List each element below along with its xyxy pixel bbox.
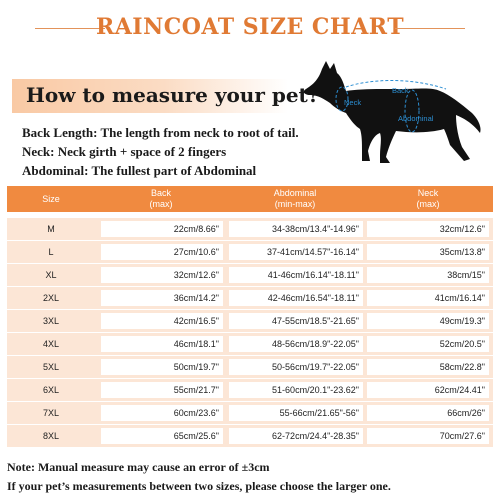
table-row: 6XL 55cm/21.7" 51-60cm/20.1"-23.62" 62cm… [7,379,493,401]
title-rule-left [35,28,105,29]
table-row: 4XL 46cm/18.1" 48-56cm/18.9"-22.05" 52cm… [7,333,493,355]
table-header-row: Size Back (max) Abdominal (min-max) Neck… [7,186,493,212]
title-rule-right [395,28,465,29]
table-row: M 22cm/8.66" 34-38cm/13.4"-14.96" 32cm/1… [7,218,493,240]
cell-back: 32cm/12.6" [101,267,223,283]
cell-size: 3XL [42,316,59,326]
header-back-title: Back [150,188,171,198]
cell-abdominal: 51-60cm/20.1"-23.62" [229,382,363,398]
table-row: 7XL 60cm/23.6" 55-66cm/21.65"-56" 66cm/2… [7,402,493,424]
cell-neck: 41cm/16.14" [367,290,489,306]
how-to-banner [12,79,288,113]
cell-size: 4XL [42,339,59,349]
cell-neck: 49cm/19.3" [367,313,489,329]
cell-size: 8XL [42,431,59,441]
header-abdominal: Abdominal (min-max) [229,188,361,214]
table-row: 8XL 65cm/25.6" 62-72cm/24.4"-28.35" 70cm… [7,425,493,447]
cell-abdominal: 55-66cm/21.65"-56" [229,405,363,421]
table-row: 2XL 36cm/14.2" 42-46cm/16.54"-18.11" 41c… [7,287,493,309]
cell-back: 55cm/21.7" [101,382,223,398]
cell-neck: 38cm/15" [367,267,489,283]
table-row: L 27cm/10.6" 37-41cm/14.57"-16.14" 35cm/… [7,241,493,263]
header-size: Size [42,194,60,204]
header-abdominal-sub: (min-max) [274,199,316,209]
cell-abdominal: 50-56cm/19.7"-22.05" [229,359,363,375]
note-between-sizes: If your pet’s measurements between two s… [7,479,391,493]
neck-measure-ring [335,86,349,112]
cell-size: 5XL [42,362,59,372]
table-row: 5XL 50cm/19.7" 50-56cm/19.7"-22.05" 58cm… [7,356,493,378]
header-neck-title: Neck [417,188,439,198]
header-neck: Neck (max) [367,188,489,214]
note-error-margin: Note: Manual measure may cause an error … [7,460,270,474]
cell-size: XL [45,270,57,280]
cell-abdominal: 62-72cm/24.4"-28.35" [229,428,363,444]
cell-abdominal: 42-46cm/16.54"-18.11" [229,290,363,306]
cell-back: 65cm/25.6" [101,428,223,444]
cell-back: 22cm/8.66" [101,221,223,237]
header-abdominal-title: Abdominal [273,188,317,198]
definition-back: Back Length: The length from neck to roo… [22,125,299,140]
cell-neck: 70cm/27.6" [367,428,489,444]
size-chart-table: Size Back (max) Abdominal (min-max) Neck… [7,186,493,454]
cell-size: 2XL [42,293,59,303]
cell-abdominal: 48-56cm/18.9"-22.05" [229,336,363,352]
page-title: RAINCOAT SIZE CHART [95,14,405,40]
dog-silhouette [303,61,481,163]
cell-back: 27cm/10.6" [101,244,223,260]
cell-back: 36cm/14.2" [101,290,223,306]
header-back-sub: (max) [149,199,173,209]
cell-abdominal: 37-41cm/14.57"-16.14" [229,244,363,260]
back-measure-line [345,80,447,90]
neck-label: Neck [344,98,361,107]
cell-back: 42cm/16.5" [101,313,223,329]
cell-abdominal: 47-55cm/18.5"-21.65" [229,313,363,329]
definition-abdominal: Abdominal: The fullest part of Abdominal [22,163,257,178]
title-bar: RAINCOAT SIZE CHART [0,8,500,48]
abdominal-label: Abdominal [398,114,434,123]
cell-neck: 52cm/20.5" [367,336,489,352]
cell-back: 46cm/18.1" [101,336,223,352]
table-row: 3XL 42cm/16.5" 47-55cm/18.5"-21.65" 49cm… [7,310,493,332]
dog-silhouette-illustration: Back Neck Abdominal [303,61,481,163]
cell-size: 6XL [42,385,59,395]
cell-abdominal: 34-38cm/13.4"-14.96" [229,221,363,237]
header-neck-sub: (max) [416,199,440,209]
cell-neck: 32cm/12.6" [367,221,489,237]
cell-size: M [47,224,55,234]
cell-size: 7XL [42,408,59,418]
table-row: XL 32cm/12.6" 41-46cm/16.14"-18.11" 38cm… [7,264,493,286]
cell-neck: 62cm/24.41" [367,382,489,398]
cell-size: L [48,247,54,257]
definition-neck: Neck: Neck girth + space of 2 fingers [22,144,227,159]
measurement-definitions: Back Length: The length from neck to roo… [22,124,322,181]
abdominal-measure-ring [404,89,420,133]
cell-neck: 66cm/26" [367,405,489,421]
header-back: Back (max) [101,188,221,214]
cell-back: 60cm/23.6" [101,405,223,421]
cell-back: 50cm/19.7" [101,359,223,375]
cell-neck: 58cm/22.8" [367,359,489,375]
how-to-heading: How to measure your pet? [26,83,320,107]
back-label: Back [392,86,409,95]
cell-abdominal: 41-46cm/16.14"-18.11" [229,267,363,283]
cell-neck: 35cm/13.8" [367,244,489,260]
